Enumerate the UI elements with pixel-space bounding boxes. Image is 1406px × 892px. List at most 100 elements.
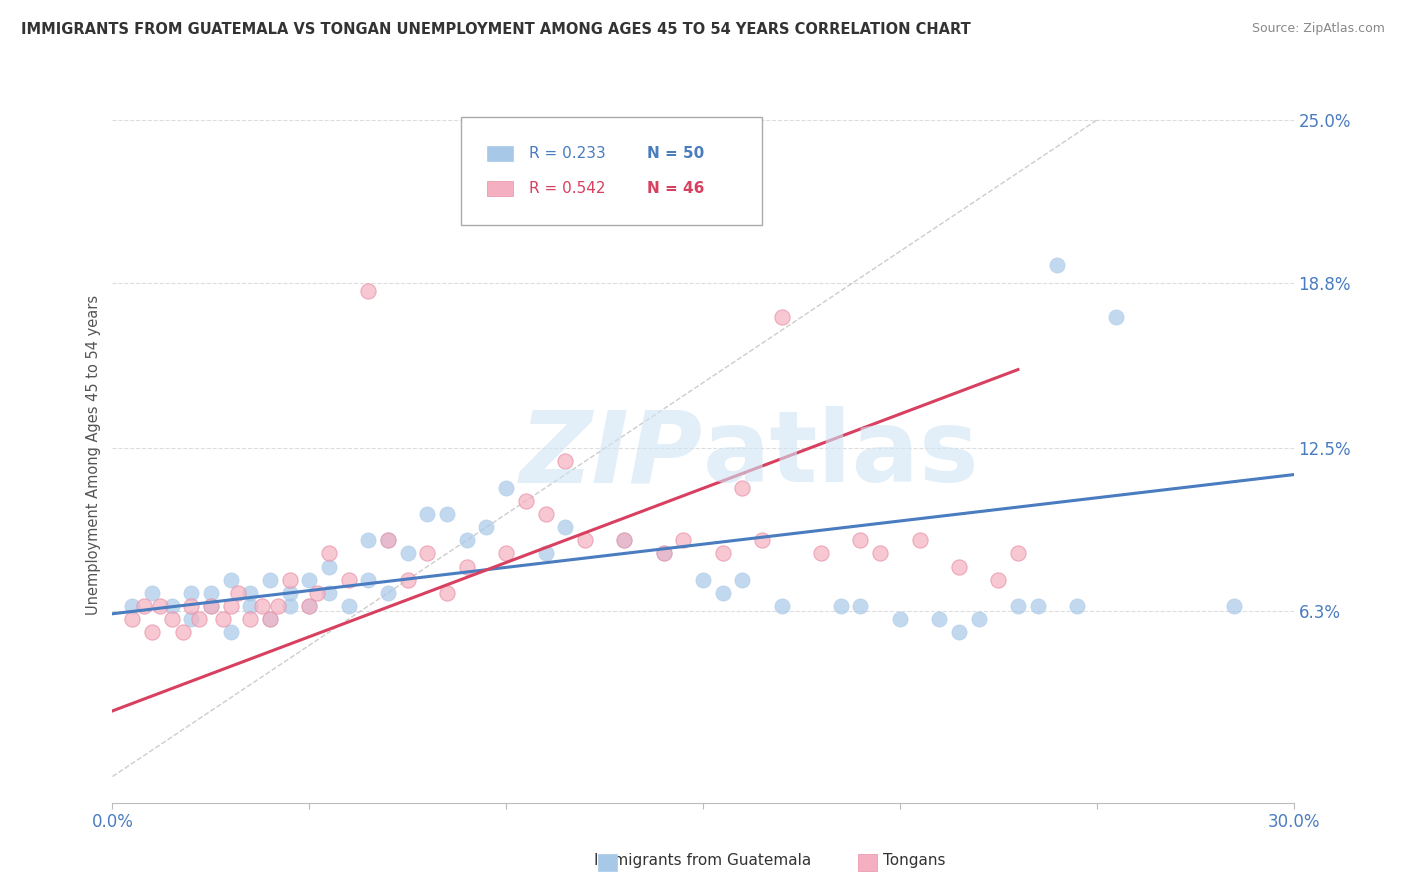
Point — [495, 546, 517, 560]
Point — [652, 546, 675, 560]
Point — [357, 533, 380, 548]
Point — [188, 612, 211, 626]
Point — [1105, 310, 1128, 324]
Point — [731, 573, 754, 587]
Text: IMMIGRANTS FROM GUATEMALA VS TONGAN UNEMPLOYMENT AMONG AGES 45 TO 54 YEARS CORRE: IMMIGRANTS FROM GUATEMALA VS TONGAN UNEM… — [21, 22, 970, 37]
Point — [515, 494, 537, 508]
Point — [613, 533, 636, 548]
Point — [180, 599, 202, 613]
Point — [259, 573, 281, 587]
Point — [278, 573, 301, 587]
Point — [436, 586, 458, 600]
Point — [239, 612, 262, 626]
Text: R = 0.233: R = 0.233 — [530, 146, 606, 161]
Text: ZIP: ZIP — [520, 407, 703, 503]
Point — [180, 586, 202, 600]
Point — [1046, 258, 1069, 272]
Text: Source: ZipAtlas.com: Source: ZipAtlas.com — [1251, 22, 1385, 36]
Point — [219, 599, 242, 613]
Point — [711, 546, 734, 560]
Point — [396, 573, 419, 587]
Text: Tongans: Tongans — [883, 854, 945, 868]
Point — [337, 573, 360, 587]
Point — [613, 533, 636, 548]
Point — [298, 573, 321, 587]
Point — [180, 612, 202, 626]
Point — [416, 507, 439, 521]
Point — [770, 310, 793, 324]
Point — [849, 599, 872, 613]
Point — [160, 612, 183, 626]
Point — [810, 546, 832, 560]
Point — [908, 533, 931, 548]
Point — [396, 546, 419, 560]
Text: R = 0.542: R = 0.542 — [530, 181, 606, 196]
Point — [307, 586, 329, 600]
Point — [692, 573, 714, 587]
Point — [534, 507, 557, 521]
Point — [259, 612, 281, 626]
Point — [574, 533, 596, 548]
Point — [298, 599, 321, 613]
FancyBboxPatch shape — [461, 118, 762, 226]
Point — [121, 612, 143, 626]
Point — [987, 573, 1010, 587]
Text: atlas: atlas — [703, 407, 980, 503]
Point — [928, 612, 950, 626]
Text: N = 50: N = 50 — [648, 146, 704, 161]
Point — [1026, 599, 1049, 613]
Point — [259, 612, 281, 626]
Point — [219, 625, 242, 640]
Point — [475, 520, 498, 534]
Point — [889, 612, 911, 626]
Point — [869, 546, 891, 560]
Point — [948, 625, 970, 640]
Point — [298, 599, 321, 613]
Point — [731, 481, 754, 495]
Point — [278, 599, 301, 613]
Point — [1223, 599, 1246, 613]
Point — [172, 625, 194, 640]
Point — [318, 546, 340, 560]
Point — [200, 599, 222, 613]
Point — [377, 533, 399, 548]
Point — [228, 586, 250, 600]
Point — [160, 599, 183, 613]
Y-axis label: Unemployment Among Ages 45 to 54 years: Unemployment Among Ages 45 to 54 years — [86, 295, 101, 615]
Text: Immigrants from Guatemala: Immigrants from Guatemala — [595, 854, 811, 868]
Point — [711, 586, 734, 600]
Point — [534, 546, 557, 560]
Point — [149, 599, 172, 613]
Point — [239, 599, 262, 613]
Point — [200, 586, 222, 600]
Point — [377, 533, 399, 548]
Point — [200, 599, 222, 613]
Point — [377, 586, 399, 600]
Point — [250, 599, 273, 613]
Point — [141, 625, 163, 640]
Point — [652, 546, 675, 560]
Point — [770, 599, 793, 613]
Point — [121, 599, 143, 613]
Point — [456, 533, 478, 548]
Point — [1066, 599, 1088, 613]
Point — [495, 481, 517, 495]
Point — [357, 284, 380, 298]
Point — [849, 533, 872, 548]
Point — [1007, 546, 1029, 560]
Point — [672, 533, 695, 548]
Point — [318, 559, 340, 574]
Point — [357, 573, 380, 587]
Point — [211, 612, 233, 626]
Point — [318, 586, 340, 600]
Point — [830, 599, 852, 613]
Point — [337, 599, 360, 613]
Point — [751, 533, 773, 548]
Point — [554, 454, 576, 468]
Text: N = 46: N = 46 — [648, 181, 704, 196]
FancyBboxPatch shape — [486, 181, 513, 196]
Point — [967, 612, 990, 626]
Point — [436, 507, 458, 521]
FancyBboxPatch shape — [486, 146, 513, 161]
Point — [416, 546, 439, 560]
